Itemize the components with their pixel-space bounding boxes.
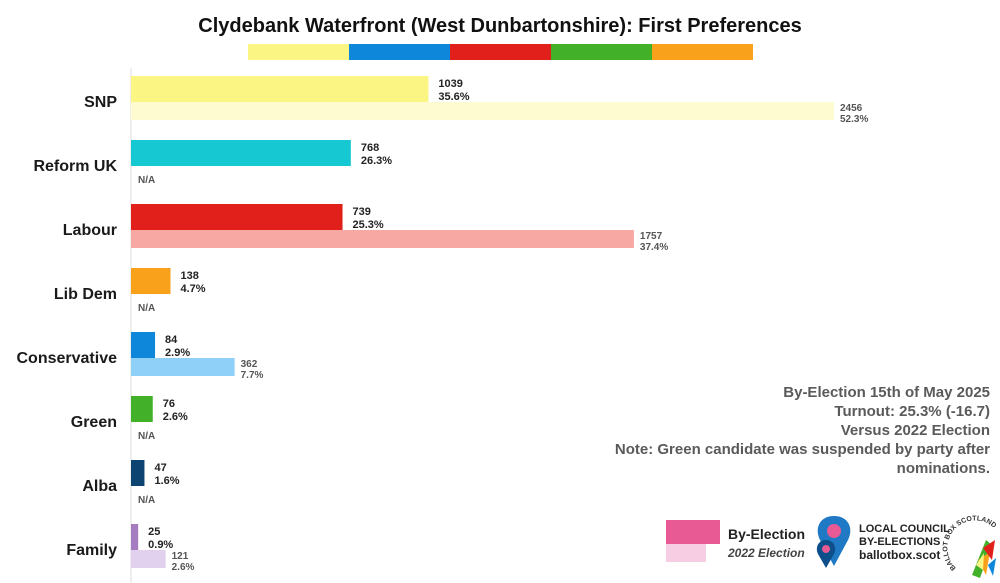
data-label-percent: 2.9% [165,347,190,359]
strip-segment [450,44,551,60]
category-label: Lib Dem [54,286,117,303]
data-label-percent-2022: 7.7% [241,370,264,381]
legend-swatch-2022 [666,544,706,562]
note-line: By-Election 15th of May 2025 [783,384,990,401]
data-label-value: 47 [154,462,166,474]
strip-segment [248,44,349,60]
data-label-value: 739 [353,206,371,218]
bar-by-election [131,524,139,550]
data-label-value: 1039 [438,78,462,90]
legend-swatch-by-election [666,520,720,544]
data-label-percent: 25.3% [353,219,384,231]
bar-by-election [131,460,145,486]
data-label-value-2022: 121 [172,551,189,562]
bar-2022 [131,358,235,376]
data-label-na: N/A [138,431,155,442]
data-label-percent: 0.9% [148,539,173,551]
bar-2022 [131,550,166,568]
data-label-value-2022: 362 [241,359,258,370]
data-label-percent: 35.6% [438,91,469,103]
data-label-percent: 1.6% [154,475,179,487]
party-color-strip [248,44,753,60]
bar-by-election [131,140,351,166]
ballot-box-scotland-logo: BALLOT BOX SCOTLAND [942,515,997,578]
bar-by-election [131,396,153,422]
strip-segment [551,44,652,60]
brand-line-2: BY-ELECTIONS [859,536,940,548]
category-label: SNP [84,94,117,111]
category-label: Alba [82,478,117,495]
category-label: Labour [63,222,117,239]
data-label-percent-2022: 37.4% [640,242,668,253]
map-pin-icon [816,516,851,568]
data-label-na: N/A [138,303,155,314]
legend: By-Election 2022 Election [666,520,805,562]
data-label-percent: 4.7% [181,283,206,295]
bar-by-election [131,332,156,358]
bar-by-election [131,204,343,230]
data-label-value: 84 [165,334,178,346]
data-label-value-2022: 1757 [640,231,663,242]
note-line: Note: Green candidate was suspended by p… [615,441,990,458]
data-label-percent-2022: 52.3% [840,114,868,125]
category-label: Reform UK [33,158,117,175]
legend-label-by-election: By-Election [728,526,805,542]
bar-2022 [131,102,834,120]
data-label-value: 138 [181,270,199,282]
strip-segment [652,44,753,60]
bar-by-election [131,268,171,294]
category-label: Conservative [17,350,118,367]
data-label-percent: 2.6% [163,411,188,423]
data-label-value: 25 [148,526,160,538]
notes-block: By-Election 15th of May 2025 Turnout: 25.… [615,384,990,477]
data-label-percent: 26.3% [361,155,392,167]
note-line: Versus 2022 Election [841,422,990,439]
note-line: nominations. [897,460,990,477]
note-line: Turnout: 25.3% (-16.7) [834,403,990,420]
bars [131,76,834,568]
data-label-percent-2022: 2.6% [172,562,195,573]
data-label-value: 76 [163,398,175,410]
data-label-value-2022: 2456 [840,103,863,114]
bar-2022 [131,230,634,248]
category-label: Family [66,542,117,559]
category-label: Green [71,414,117,431]
data-label-value: 768 [361,142,379,154]
data-label-na: N/A [138,175,155,186]
bar-by-election [131,76,429,102]
legend-label-2022: 2022 Election [727,546,805,560]
chart-title: Clydebank Waterfront (West Dunbartonshir… [198,15,801,37]
category-labels: SNP Reform UK Labour Lib Dem Conservative Gre… [17,94,118,559]
strip-segment [349,44,450,60]
data-label-na: N/A [138,495,155,506]
brand-line-3: ballotbox.scot [859,548,940,562]
brand-line-1: LOCAL COUNCIL [859,523,950,535]
